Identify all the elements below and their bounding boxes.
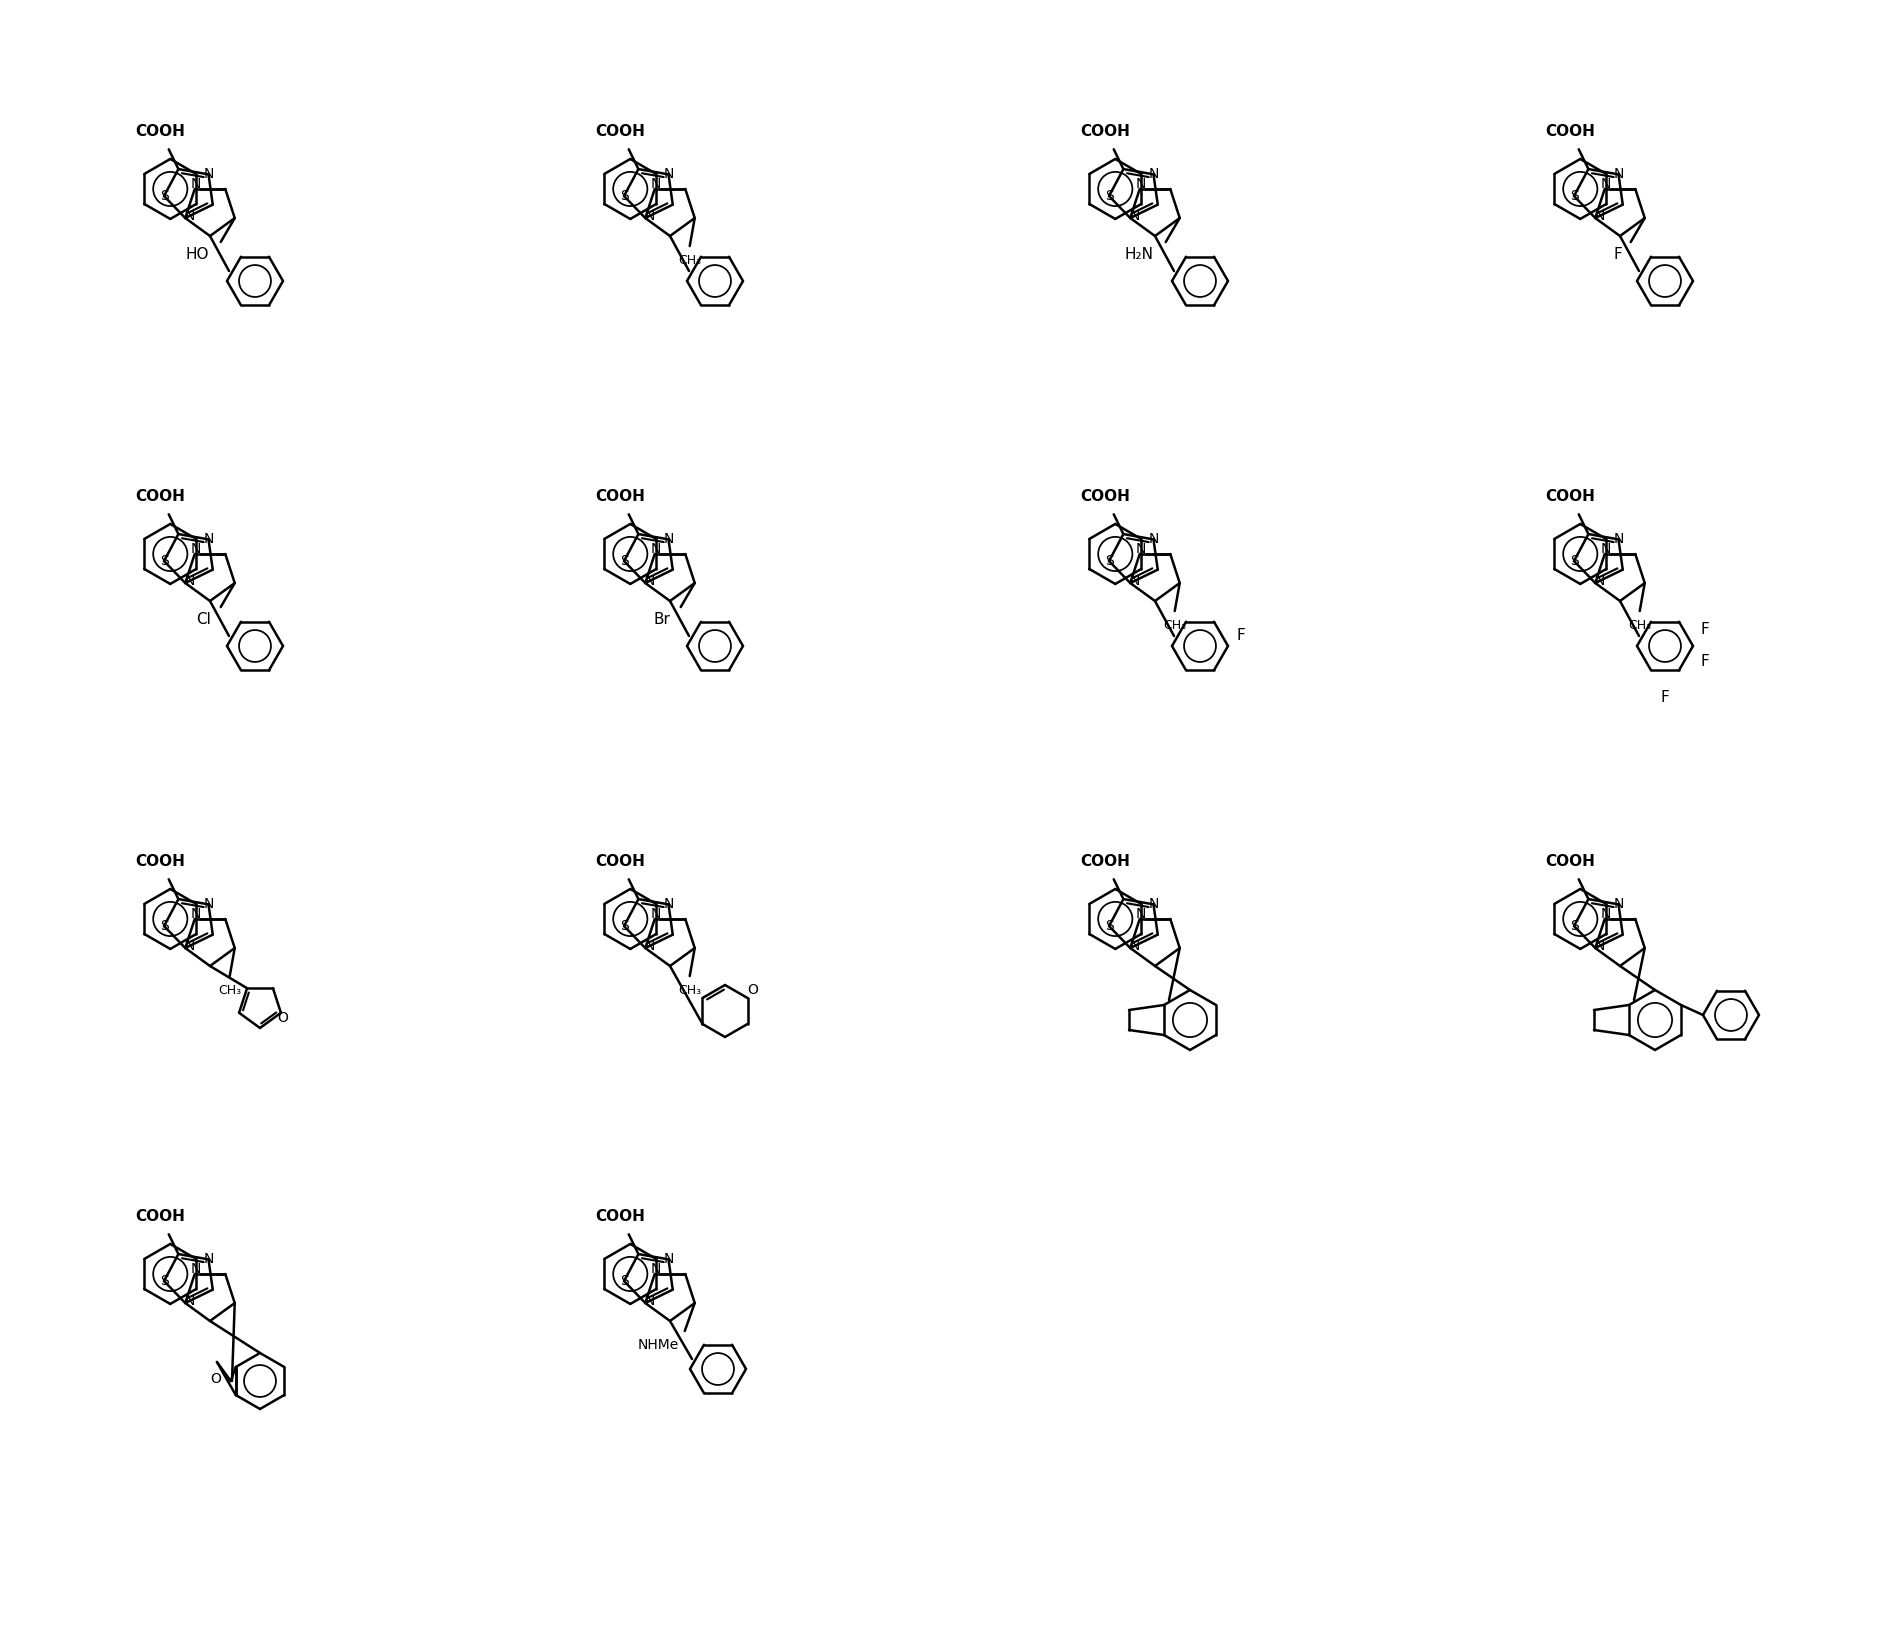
Text: N: N bbox=[203, 532, 214, 547]
Text: S: S bbox=[1570, 188, 1579, 203]
Text: F: F bbox=[1613, 246, 1622, 261]
Text: O: O bbox=[278, 1011, 288, 1024]
Text: N: N bbox=[1613, 167, 1624, 182]
Text: COOH: COOH bbox=[1079, 124, 1130, 139]
Text: N: N bbox=[650, 907, 662, 920]
Text: COOH: COOH bbox=[1079, 854, 1130, 869]
Text: N: N bbox=[645, 938, 656, 953]
Text: N: N bbox=[1130, 573, 1141, 588]
Text: CH₃: CH₃ bbox=[679, 983, 701, 996]
Text: S: S bbox=[620, 553, 628, 568]
Text: S: S bbox=[160, 553, 169, 568]
Text: N: N bbox=[650, 177, 662, 192]
Text: CH₃: CH₃ bbox=[1628, 618, 1651, 631]
Text: CH₃: CH₃ bbox=[218, 983, 241, 996]
Text: N: N bbox=[1149, 532, 1158, 547]
Text: S: S bbox=[1105, 553, 1113, 568]
Text: N: N bbox=[203, 1252, 214, 1267]
Text: COOH: COOH bbox=[135, 124, 184, 139]
Text: N: N bbox=[190, 907, 201, 920]
Text: N: N bbox=[664, 897, 673, 912]
Text: Br: Br bbox=[654, 611, 671, 626]
Text: N: N bbox=[645, 1294, 656, 1308]
Text: CH₃: CH₃ bbox=[679, 253, 701, 266]
Text: S: S bbox=[160, 188, 169, 203]
Text: S: S bbox=[1105, 919, 1113, 933]
Text: N: N bbox=[1136, 542, 1147, 557]
Text: N: N bbox=[190, 1262, 201, 1275]
Text: S: S bbox=[620, 188, 628, 203]
Text: N: N bbox=[664, 532, 673, 547]
Text: N: N bbox=[190, 177, 201, 192]
Text: COOH: COOH bbox=[135, 1209, 184, 1224]
Text: N: N bbox=[1130, 938, 1141, 953]
Text: S: S bbox=[620, 1274, 628, 1289]
Text: S: S bbox=[160, 919, 169, 933]
Text: F: F bbox=[1701, 654, 1709, 669]
Text: N: N bbox=[184, 1294, 196, 1308]
Text: COOH: COOH bbox=[1545, 489, 1594, 504]
Text: S: S bbox=[620, 919, 628, 933]
Text: COOH: COOH bbox=[135, 854, 184, 869]
Text: N: N bbox=[1594, 938, 1606, 953]
Text: COOH: COOH bbox=[1545, 124, 1594, 139]
Text: COOH: COOH bbox=[596, 124, 645, 139]
Text: N: N bbox=[1613, 532, 1624, 547]
Text: COOH: COOH bbox=[596, 854, 645, 869]
Text: N: N bbox=[650, 1262, 662, 1275]
Text: O: O bbox=[746, 983, 758, 998]
Text: F: F bbox=[1660, 691, 1669, 705]
Text: N: N bbox=[1600, 907, 1611, 920]
Text: COOH: COOH bbox=[1079, 489, 1130, 504]
Text: F: F bbox=[1235, 628, 1245, 644]
Text: N: N bbox=[1594, 210, 1606, 223]
Text: N: N bbox=[1136, 907, 1147, 920]
Text: N: N bbox=[184, 573, 196, 588]
Text: N: N bbox=[1600, 542, 1611, 557]
Text: N: N bbox=[1600, 177, 1611, 192]
Text: O: O bbox=[211, 1373, 222, 1386]
Text: N: N bbox=[184, 210, 196, 223]
Text: N: N bbox=[664, 1252, 673, 1267]
Text: F: F bbox=[1701, 623, 1709, 638]
Text: N: N bbox=[203, 167, 214, 182]
Text: S: S bbox=[1105, 188, 1113, 203]
Text: COOH: COOH bbox=[596, 489, 645, 504]
Text: N: N bbox=[650, 542, 662, 557]
Text: N: N bbox=[1149, 167, 1158, 182]
Text: N: N bbox=[203, 897, 214, 912]
Text: N: N bbox=[1149, 897, 1158, 912]
Text: N: N bbox=[1130, 210, 1141, 223]
Text: CH₃: CH₃ bbox=[1164, 618, 1186, 631]
Text: N: N bbox=[645, 573, 656, 588]
Text: COOH: COOH bbox=[1545, 854, 1594, 869]
Text: N: N bbox=[664, 167, 673, 182]
Text: H₂N: H₂N bbox=[1124, 246, 1154, 261]
Text: S: S bbox=[160, 1274, 169, 1289]
Text: COOH: COOH bbox=[596, 1209, 645, 1224]
Text: N: N bbox=[184, 938, 196, 953]
Text: S: S bbox=[1570, 919, 1579, 933]
Text: NHMe: NHMe bbox=[637, 1338, 679, 1351]
Text: COOH: COOH bbox=[135, 489, 184, 504]
Text: N: N bbox=[1136, 177, 1147, 192]
Text: N: N bbox=[190, 542, 201, 557]
Text: N: N bbox=[1594, 573, 1606, 588]
Text: S: S bbox=[1570, 553, 1579, 568]
Text: HO: HO bbox=[186, 246, 209, 261]
Text: N: N bbox=[645, 210, 656, 223]
Text: N: N bbox=[1613, 897, 1624, 912]
Text: Cl: Cl bbox=[196, 611, 211, 626]
